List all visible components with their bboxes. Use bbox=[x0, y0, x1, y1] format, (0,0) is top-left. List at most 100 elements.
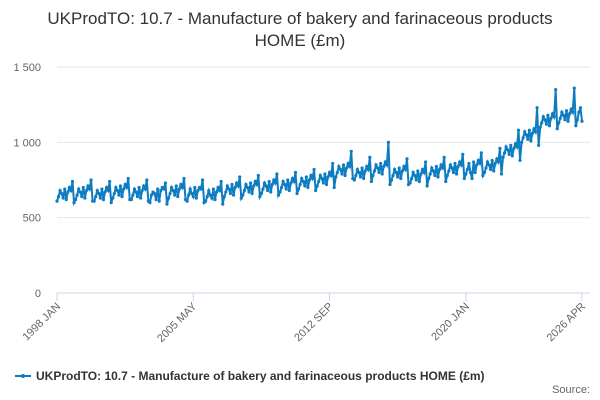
point bbox=[135, 194, 140, 199]
point bbox=[465, 167, 469, 172]
x-tick-label: 1998 JAN bbox=[20, 301, 63, 344]
point bbox=[327, 170, 332, 175]
point bbox=[269, 190, 273, 194]
point bbox=[529, 139, 533, 143]
point bbox=[416, 169, 420, 173]
point bbox=[362, 176, 366, 181]
title-line: HOME (£m) bbox=[255, 31, 346, 50]
point bbox=[532, 127, 536, 131]
point bbox=[248, 181, 253, 185]
point bbox=[476, 158, 480, 163]
point bbox=[227, 187, 231, 191]
point bbox=[555, 127, 559, 131]
point bbox=[245, 185, 250, 190]
point bbox=[309, 173, 313, 178]
point bbox=[478, 161, 482, 166]
point bbox=[501, 155, 505, 159]
point bbox=[389, 178, 394, 182]
point bbox=[315, 184, 319, 188]
point bbox=[295, 191, 299, 196]
point bbox=[264, 184, 268, 188]
point bbox=[550, 112, 555, 116]
point bbox=[106, 188, 110, 193]
point bbox=[78, 190, 82, 194]
point bbox=[338, 167, 343, 172]
point bbox=[564, 109, 569, 113]
point bbox=[335, 170, 339, 175]
point bbox=[112, 191, 116, 196]
point bbox=[300, 176, 304, 181]
point bbox=[69, 188, 73, 193]
point bbox=[256, 173, 260, 178]
line bbox=[56, 88, 583, 207]
point bbox=[520, 140, 524, 144]
point bbox=[436, 175, 440, 179]
point bbox=[504, 145, 508, 149]
point bbox=[441, 166, 445, 170]
point bbox=[283, 182, 287, 187]
point bbox=[393, 167, 397, 172]
point bbox=[111, 196, 115, 200]
point bbox=[235, 181, 239, 185]
point bbox=[399, 176, 403, 181]
point bbox=[207, 188, 211, 193]
point bbox=[75, 193, 79, 197]
point bbox=[80, 194, 84, 199]
point bbox=[279, 185, 284, 190]
point bbox=[134, 190, 138, 194]
point bbox=[276, 193, 281, 197]
point bbox=[142, 184, 146, 188]
point bbox=[230, 182, 234, 187]
point bbox=[569, 107, 573, 111]
point bbox=[310, 176, 315, 181]
point bbox=[118, 184, 123, 188]
point bbox=[123, 182, 127, 187]
point bbox=[425, 184, 429, 188]
point bbox=[187, 193, 191, 197]
point bbox=[331, 161, 335, 166]
point bbox=[275, 172, 279, 176]
point bbox=[67, 185, 71, 190]
point bbox=[498, 146, 502, 150]
point bbox=[363, 169, 367, 173]
point bbox=[55, 199, 59, 203]
point bbox=[507, 152, 511, 156]
point bbox=[427, 176, 431, 181]
point bbox=[431, 169, 435, 173]
point bbox=[355, 167, 360, 172]
point bbox=[306, 185, 310, 190]
point bbox=[176, 194, 180, 199]
point bbox=[190, 191, 194, 196]
point bbox=[221, 202, 225, 206]
point bbox=[396, 175, 400, 179]
point bbox=[388, 182, 392, 187]
point bbox=[162, 187, 166, 191]
point bbox=[77, 187, 81, 191]
point bbox=[552, 115, 556, 119]
point bbox=[357, 170, 361, 175]
point bbox=[100, 187, 104, 191]
point bbox=[199, 187, 203, 191]
point bbox=[496, 160, 500, 164]
point bbox=[397, 166, 401, 170]
point bbox=[513, 142, 518, 146]
point bbox=[272, 178, 276, 182]
point bbox=[301, 179, 305, 184]
point bbox=[156, 187, 160, 191]
point bbox=[208, 193, 212, 197]
point bbox=[354, 173, 358, 178]
point bbox=[574, 124, 578, 128]
point bbox=[509, 143, 513, 147]
point bbox=[165, 202, 169, 206]
point bbox=[481, 173, 485, 178]
legend-marker bbox=[21, 374, 25, 378]
point bbox=[196, 188, 200, 193]
point bbox=[484, 166, 488, 170]
point bbox=[527, 128, 531, 132]
point bbox=[537, 143, 541, 147]
point bbox=[157, 199, 161, 203]
point bbox=[533, 130, 538, 134]
point bbox=[241, 193, 245, 197]
point bbox=[462, 176, 466, 181]
point bbox=[490, 158, 494, 163]
